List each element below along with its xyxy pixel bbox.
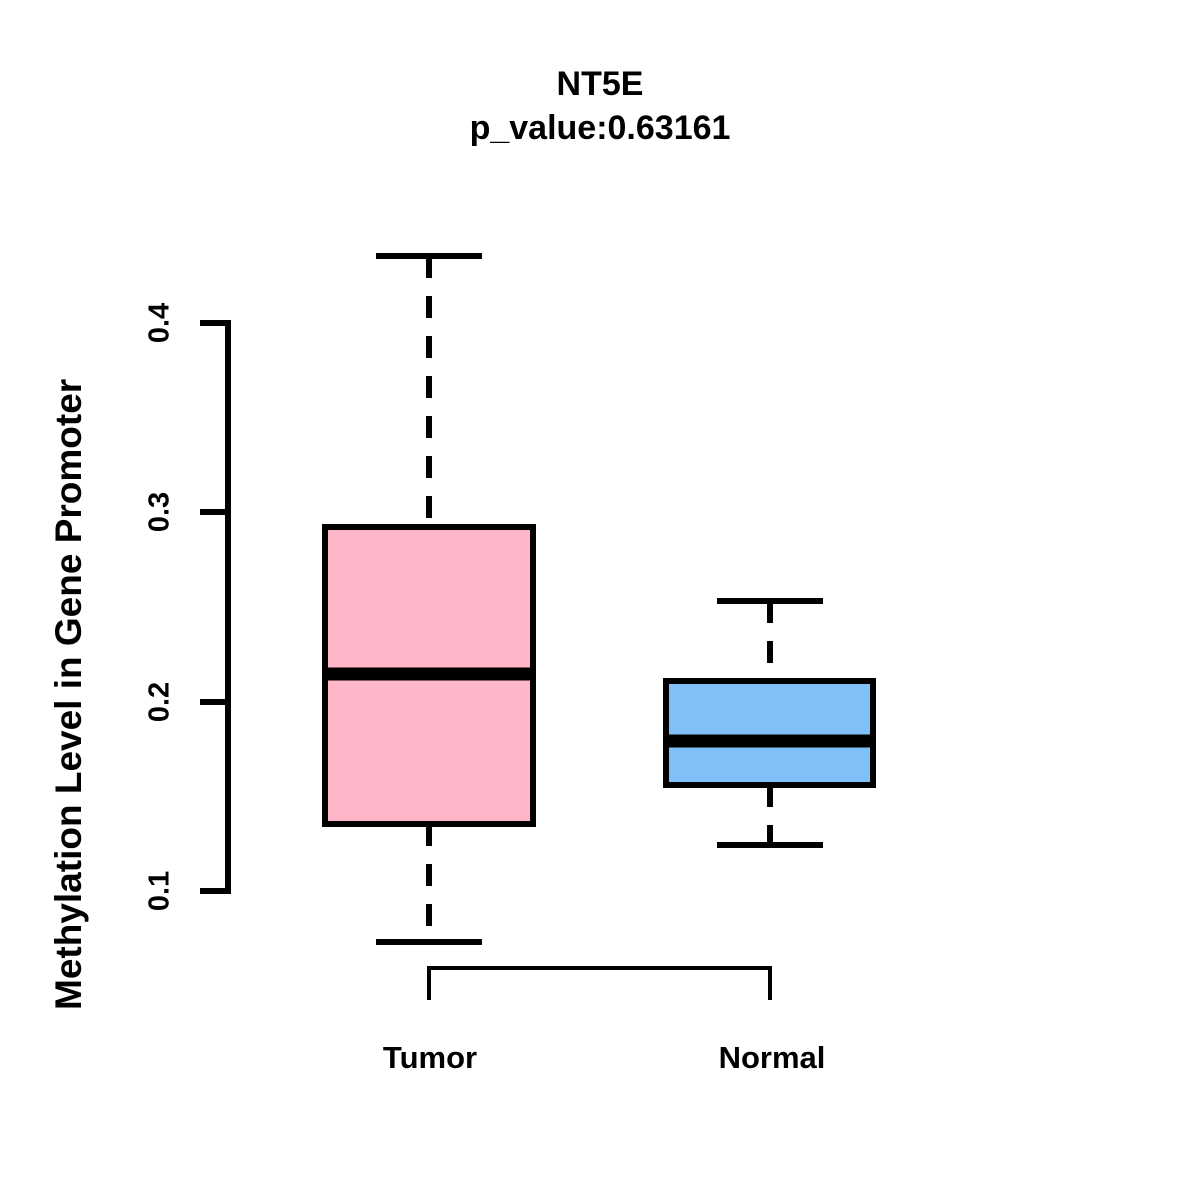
y-tick-label-0.1: 0.1 xyxy=(143,870,176,912)
y-tick-label-0.2: 0.2 xyxy=(143,681,176,723)
x-tick-label-tumor: Tumor xyxy=(382,1040,478,1075)
box-tumor xyxy=(322,253,536,945)
y-tick-label-0.3: 0.3 xyxy=(143,491,176,533)
y-tick-label-0.4: 0.4 xyxy=(143,302,176,344)
box-normal xyxy=(663,598,876,848)
x-axis xyxy=(427,966,772,1000)
normal-box-rect xyxy=(663,678,876,788)
y-axis xyxy=(200,320,231,894)
x-tick-label-normal: Normal xyxy=(718,1040,826,1075)
y-axis-label: Methylation Level in Gene Promoter xyxy=(48,378,89,1010)
